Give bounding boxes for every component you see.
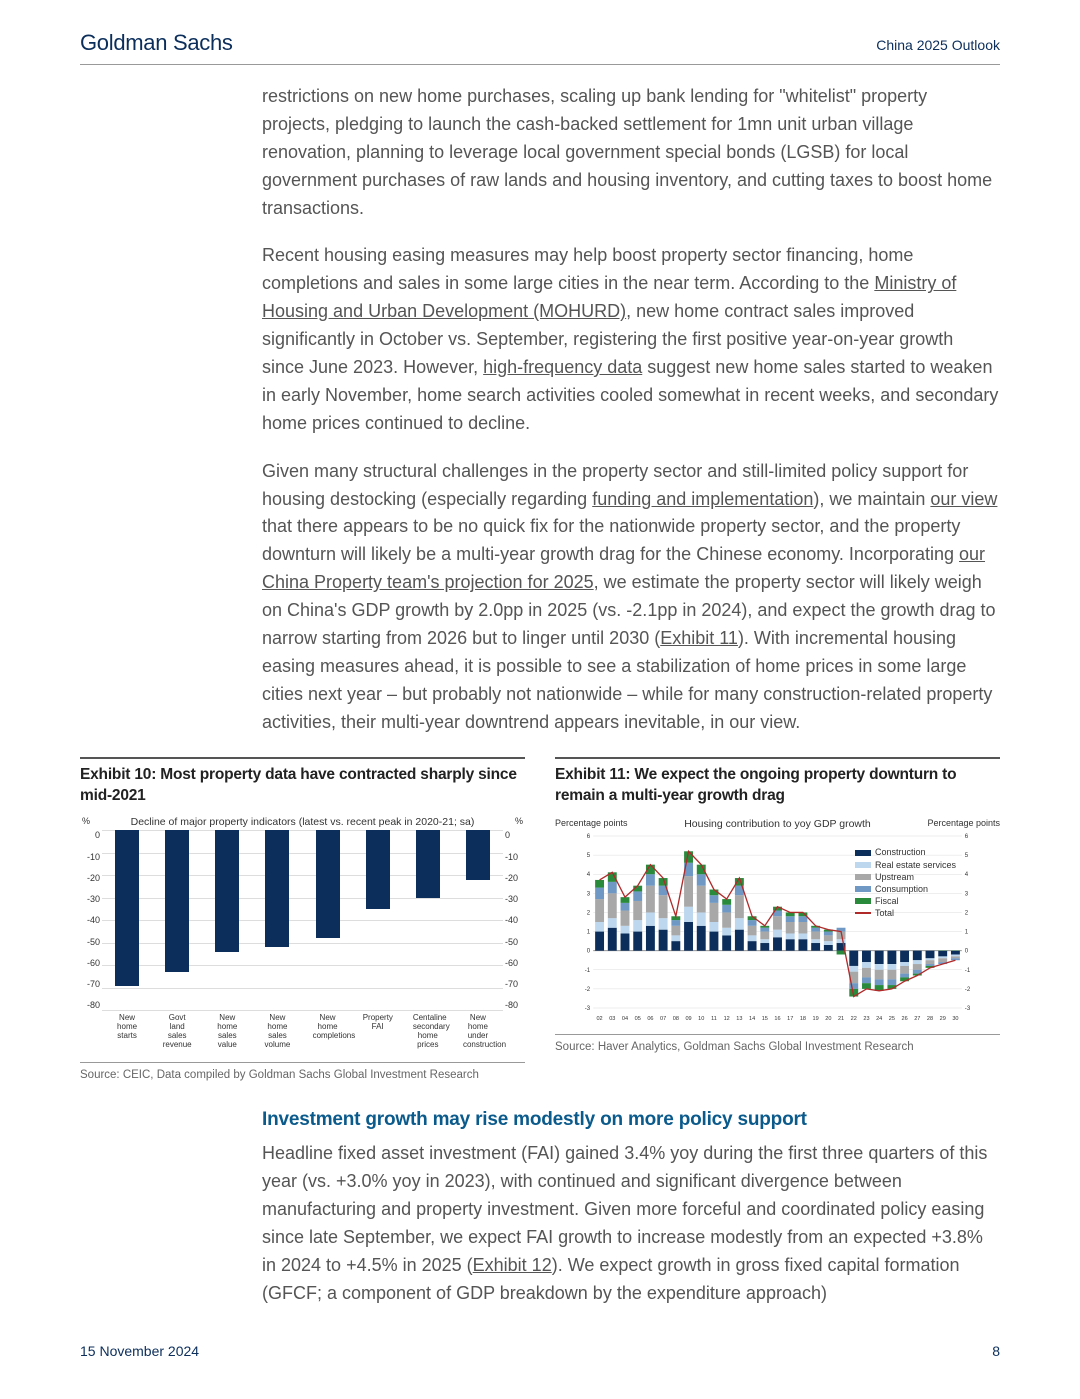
svg-text:15: 15 — [762, 1016, 768, 1022]
svg-text:17: 17 — [787, 1016, 793, 1022]
svg-text:-1: -1 — [965, 968, 971, 974]
paragraph-3: Given many structural challenges in the … — [262, 458, 1000, 737]
brand: Goldman Sachs — [80, 30, 233, 56]
page-footer: 15 November 2024 8 — [80, 1343, 1000, 1359]
paragraph-1: restrictions on new home purchases, scal… — [262, 83, 1000, 222]
svg-text:10: 10 — [698, 1016, 704, 1022]
svg-text:08: 08 — [673, 1016, 679, 1022]
svg-text:05: 05 — [635, 1016, 641, 1022]
svg-text:0: 0 — [587, 949, 591, 955]
svg-text:-2: -2 — [965, 987, 971, 993]
svg-text:-3: -3 — [585, 1006, 591, 1012]
svg-text:27: 27 — [914, 1016, 920, 1022]
svg-text:-3: -3 — [965, 1006, 971, 1012]
page-header: Goldman Sachs China 2025 Outlook — [80, 0, 1000, 65]
svg-text:02: 02 — [596, 1016, 602, 1022]
exhibit-10-title: Exhibit 10: Most property data have cont… — [80, 765, 525, 807]
exhibit-10-subtitle: Decline of major property indicators (la… — [80, 816, 525, 828]
svg-text:13: 13 — [736, 1016, 742, 1022]
svg-text:06: 06 — [647, 1016, 653, 1022]
footer-date: 15 November 2024 — [80, 1343, 199, 1359]
svg-text:5: 5 — [587, 854, 591, 860]
link-our-view[interactable]: our view — [930, 489, 997, 509]
svg-text:16: 16 — [774, 1016, 780, 1022]
svg-text:30: 30 — [952, 1016, 958, 1022]
svg-text:26: 26 — [901, 1016, 907, 1022]
exhibit-11-legend: ConstructionReal estate servicesUpstream… — [855, 846, 956, 919]
svg-text:5: 5 — [965, 854, 969, 860]
exhibit-10-chart: % % Decline of major property indicators… — [80, 816, 525, 1049]
svg-text:-1: -1 — [585, 968, 591, 974]
svg-text:21: 21 — [838, 1016, 844, 1022]
exhibit-11-title: Exhibit 11: We expect the ongoing proper… — [555, 765, 1000, 807]
svg-text:24: 24 — [876, 1016, 882, 1022]
svg-text:18: 18 — [800, 1016, 806, 1022]
svg-text:4: 4 — [965, 873, 969, 879]
body-text-block: restrictions on new home purchases, scal… — [262, 83, 1000, 737]
svg-text:09: 09 — [685, 1016, 691, 1022]
svg-text:28: 28 — [927, 1016, 933, 1022]
svg-text:1: 1 — [587, 930, 591, 936]
exhibit-11-source: Source: Haver Analytics, Goldman Sachs G… — [555, 1034, 1000, 1053]
svg-text:0: 0 — [965, 949, 969, 955]
link-exhibit-12[interactable]: Exhibit 12 — [473, 1255, 552, 1275]
svg-text:4: 4 — [587, 873, 591, 879]
svg-text:07: 07 — [660, 1016, 666, 1022]
svg-text:25: 25 — [889, 1016, 895, 1022]
footer-page: 8 — [992, 1343, 1000, 1359]
svg-text:23: 23 — [863, 1016, 869, 1022]
svg-text:11: 11 — [711, 1016, 717, 1022]
svg-text:03: 03 — [609, 1016, 615, 1022]
svg-text:2: 2 — [587, 911, 591, 917]
svg-text:20: 20 — [825, 1016, 831, 1022]
exhibit-10: Exhibit 10: Most property data have cont… — [80, 757, 525, 1081]
exhibit-11: Exhibit 11: We expect the ongoing proper… — [555, 757, 1000, 1081]
link-high-frequency[interactable]: high-frequency data — [483, 357, 642, 377]
svg-text:3: 3 — [965, 892, 969, 898]
svg-text:19: 19 — [813, 1016, 819, 1022]
section-heading: Investment growth may rise modestly on m… — [262, 1105, 1000, 1134]
link-exhibit-11[interactable]: Exhibit 11 — [660, 628, 738, 648]
link-funding[interactable]: funding and implementation — [592, 489, 813, 509]
svg-text:29: 29 — [940, 1016, 946, 1022]
svg-text:14: 14 — [749, 1016, 755, 1022]
svg-text:1: 1 — [965, 930, 969, 936]
svg-text:6: 6 — [587, 834, 591, 840]
svg-text:2: 2 — [965, 911, 969, 917]
svg-text:04: 04 — [622, 1016, 628, 1022]
exhibit-11-chart: Percentage points Percentage points Hous… — [555, 818, 1000, 1022]
paragraph-4: Headline fixed asset investment (FAI) ga… — [262, 1140, 1000, 1307]
svg-text:6: 6 — [965, 834, 969, 840]
svg-text:12: 12 — [724, 1016, 730, 1022]
exhibit-10-source: Source: CEIC, Data compiled by Goldman S… — [80, 1062, 525, 1081]
svg-text:-2: -2 — [585, 987, 591, 993]
paragraph-2: Recent housing easing measures may help … — [262, 242, 1000, 437]
svg-text:22: 22 — [851, 1016, 857, 1022]
svg-text:3: 3 — [587, 892, 591, 898]
doc-title: China 2025 Outlook — [876, 37, 1000, 53]
